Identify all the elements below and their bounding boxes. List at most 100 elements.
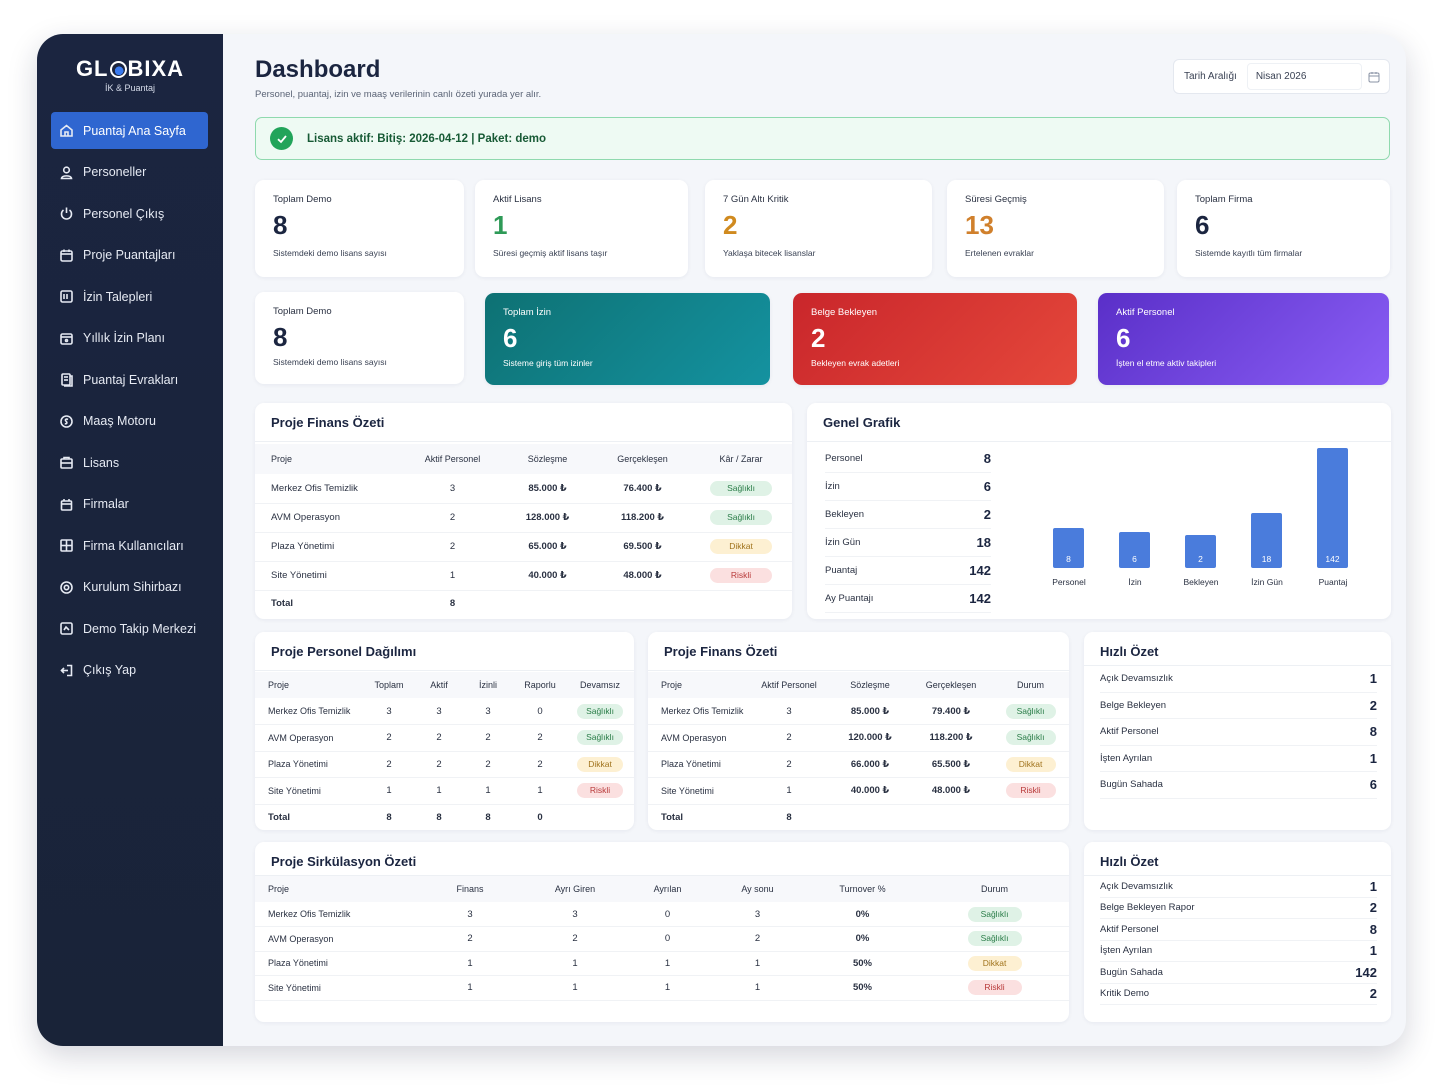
cell-finance: 3 bbox=[415, 902, 525, 927]
summary-row: Ay Puantajı 142 bbox=[825, 585, 991, 613]
summary-value: 142 bbox=[969, 591, 991, 606]
status-badge: Sağlıklı bbox=[710, 510, 772, 525]
sidebar-item-9[interactable]: Lisans bbox=[51, 444, 208, 481]
cell-realized: 76.400 ₺ bbox=[595, 474, 690, 504]
bar-category-label: Bekleyen bbox=[1183, 577, 1219, 587]
table-row: Site Yönetimi 1 1 1 1 Riskli bbox=[255, 777, 634, 805]
summary-label: Bugün Sahada bbox=[1100, 779, 1163, 791]
sidebar-item-3[interactable]: Personel Çıkış bbox=[51, 195, 208, 232]
summary-value: 2 bbox=[1369, 697, 1377, 713]
sidebar-item-10[interactable]: Firmalar bbox=[51, 486, 208, 523]
summary-row: İzin 6 bbox=[825, 473, 991, 501]
cell-project: Merkez Ofis Temizlik bbox=[648, 698, 748, 725]
date-range-picker: Tarih Aralığı Nisan 2026 bbox=[1173, 59, 1390, 94]
sidebar-item-14[interactable]: Çıkış Yap bbox=[51, 652, 208, 689]
summary-value: 142 bbox=[969, 563, 991, 578]
status-badge: Riskli bbox=[710, 568, 772, 583]
stat-card: Aktif Lisans 1 Süresi geçmiş aktif lisan… bbox=[475, 180, 688, 277]
cell-joined: 1 bbox=[525, 951, 625, 976]
bar-category-label: İzin Gün bbox=[1251, 577, 1283, 587]
sidebar-item-label: Yıllık İzin Planı bbox=[83, 331, 165, 345]
project-finance-table-2: Proje Aktif Personel Sözleşme Gerçekleşen Du… bbox=[648, 672, 1069, 830]
sidebar-item-label: Lisans bbox=[83, 455, 120, 470]
cell-month-end: 2 bbox=[710, 926, 805, 952]
summary-label: Aktif Personel bbox=[1100, 923, 1159, 935]
sidebar-item-11[interactable]: Firma Kullanıcıları bbox=[51, 527, 208, 564]
cell-status: Sağlıklı bbox=[690, 474, 792, 504]
circulation-summary-card: Proje Sirkülasyon Özeti Proje Finans Ayrı … bbox=[255, 842, 1069, 1022]
cell-total: 2 bbox=[362, 724, 416, 752]
sidebar-item-8[interactable]: Maaş Motoru bbox=[51, 403, 208, 440]
stat-card: Toplam Demo 8 Sistemdeki demo lisans say… bbox=[255, 292, 464, 384]
home-icon bbox=[59, 123, 74, 138]
calendar-icon bbox=[59, 248, 74, 263]
status-badge: Riskli bbox=[967, 980, 1022, 996]
cell-status: Dikkat bbox=[566, 751, 634, 778]
cell-project: Merkez Ofis Temizlik bbox=[255, 902, 415, 927]
table-row: AVM Operasyon 2 2 0 2 0% Sağlıklı bbox=[255, 926, 1069, 952]
card-title: Proje Finans Özeti bbox=[271, 415, 385, 430]
summary-row: İzin Gün 18 bbox=[825, 529, 991, 557]
sidebar-item-7[interactable]: Puantaj Evrakları bbox=[51, 361, 208, 398]
date-range-input[interactable]: Nisan 2026 bbox=[1246, 63, 1362, 90]
table-row: AVM Operasyon 2 2 2 2 Sağlıklı bbox=[255, 724, 634, 752]
column-header: Durum bbox=[992, 672, 1069, 698]
summary-label: Belge Bekleyen bbox=[1100, 699, 1167, 711]
cell-left: 0 bbox=[625, 926, 710, 952]
summary-value: 1 bbox=[1369, 671, 1377, 687]
column-header: Ayrılan bbox=[625, 876, 710, 902]
sidebar-item-12[interactable]: Kurulum Sihirbazı bbox=[51, 569, 208, 606]
column-header: Ay sonu bbox=[710, 876, 805, 902]
sidebar-item-1[interactable]: Puantaj Ana Sayfa bbox=[51, 112, 208, 149]
quick-summary-card: Hızlı Özet Açık Devamsızlık 1 Belge Bekley… bbox=[1084, 632, 1391, 830]
sidebar-item-label: Personeller bbox=[83, 165, 147, 179]
cell-project: Site Yönetimi bbox=[255, 975, 415, 1001]
table-row: AVM Operasyon 2 120.000 ₺ 118.200 ₺ Sağl… bbox=[648, 724, 1069, 752]
cell-contract: 128.000 ₺ bbox=[500, 503, 595, 533]
column-header: Kâr / Zarar bbox=[690, 444, 792, 474]
sidebar-item-label: Demo Takip Merkezi bbox=[83, 621, 197, 636]
summary-value: 142 bbox=[1355, 964, 1377, 980]
sidebar-item-5[interactable]: İzin Talepleri bbox=[51, 278, 208, 315]
total-count: 8 bbox=[386, 811, 392, 823]
cell-month-end: 1 bbox=[710, 951, 805, 976]
stat-description: Sistemdeki demo lisans sayısı bbox=[273, 357, 387, 367]
sidebar-item-6[interactable]: Yıllık İzin Planı bbox=[51, 320, 208, 357]
cell-active: 2 bbox=[416, 724, 462, 752]
calendar-icon[interactable] bbox=[1368, 71, 1380, 83]
column-header: Turnover % bbox=[805, 876, 920, 902]
summary-value: 1 bbox=[1369, 943, 1377, 959]
brand-logo[interactable]: GL BIXA İK & Puantaj bbox=[37, 56, 223, 93]
general-chart-card: Genel Grafik Personel 8 İzin 6 Bekleyen 2 İzin… bbox=[807, 403, 1391, 619]
summary-row: Aktif Personel 8 bbox=[1100, 919, 1377, 941]
users-grid-icon bbox=[59, 538, 74, 553]
cell-report: 1 bbox=[514, 777, 566, 805]
status-badge: Sağlıklı bbox=[577, 730, 623, 746]
stat-value: 1 bbox=[493, 210, 508, 240]
status-badge: Sağlıklı bbox=[1005, 730, 1056, 746]
stat-description: Sistemdeki demo lisans sayısı bbox=[273, 248, 387, 258]
total-label: Total bbox=[661, 811, 683, 823]
main-content: Dashboard Personel, puantaj, izin ve maa… bbox=[223, 34, 1406, 1046]
bar-category-label: Puantaj bbox=[1318, 577, 1348, 587]
stat-value: 8 bbox=[273, 322, 288, 352]
bar bbox=[1317, 448, 1348, 568]
brand-name-start: GL bbox=[75, 56, 109, 81]
table-row: Site Yönetimi 1 40.000 ₺ 48.000 ₺ Riskli bbox=[255, 561, 792, 591]
sidebar-item-label: Personel Çıkış bbox=[83, 206, 165, 221]
summary-label: Bugün Sahada bbox=[1100, 966, 1163, 978]
sidebar-item-2[interactable]: Personeller bbox=[51, 154, 208, 191]
card-title: Genel Grafik bbox=[823, 415, 901, 430]
summary-value: 1 bbox=[1369, 750, 1377, 766]
stat-description: Sisteme giriş tüm izinler bbox=[503, 358, 593, 368]
total-label: Total bbox=[271, 597, 293, 609]
sidebar-item-4[interactable]: Proje Puantajları bbox=[51, 237, 208, 274]
table-row: Merkez Ofis Temizlik 3 85.000 ₺ 76.400 ₺… bbox=[255, 474, 792, 504]
summary-label: Açık Devamsızlık bbox=[1100, 673, 1173, 685]
column-header: Durum bbox=[920, 876, 1069, 902]
column-header: Sözleşme bbox=[830, 672, 910, 698]
cell-left: 1 bbox=[625, 975, 710, 1001]
cell-joined: 1 bbox=[525, 975, 625, 1001]
stat-label: Toplam İzin bbox=[503, 307, 552, 318]
sidebar-item-13[interactable]: Demo Takip Merkezi bbox=[51, 610, 208, 647]
